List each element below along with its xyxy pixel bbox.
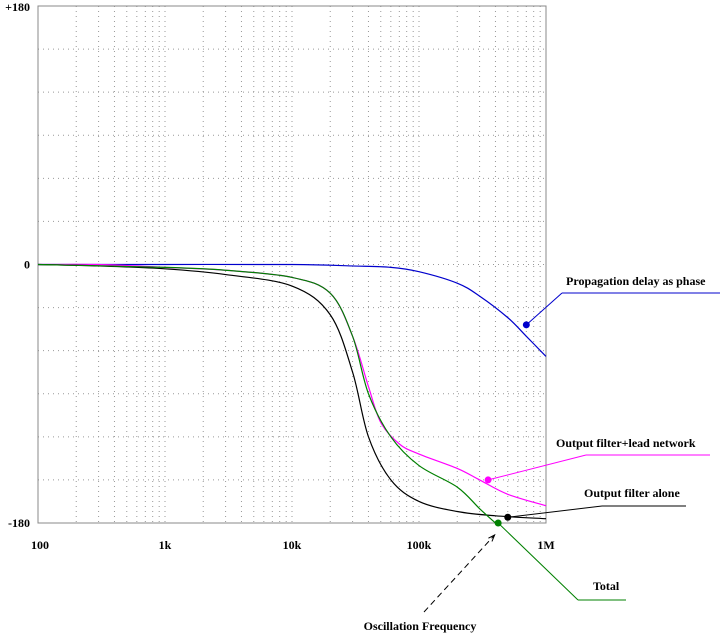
x-tick-labels: 100 1k 10k 100k 1M — [31, 538, 555, 552]
annotation-oscillation-frequency-label: Oscillation Frequency — [364, 619, 477, 633]
annotation-output-filter-alone-marker — [504, 513, 512, 521]
annotation-output-filter-lead-marker — [484, 476, 492, 484]
annotation-oscillation-frequency-arrowhead — [488, 533, 496, 542]
annotation-output-filter-alone-label: Output filter alone — [584, 486, 680, 500]
y-tick-label: -180 — [8, 516, 30, 530]
annotation-propagation-delay-leader — [525, 292, 563, 326]
y-tick-label: +180 — [5, 0, 30, 14]
series-line-output-filter-alone — [37, 263, 547, 520]
annotation-output-filter-lead-label: Output filter+lead network — [556, 436, 696, 450]
x-tick-label: 100k — [407, 538, 432, 552]
x-tick-label: 1k — [159, 538, 172, 552]
annotation-total-leader — [497, 522, 579, 601]
y-tick-labels: +180 0 -180 — [5, 0, 30, 530]
annotation-propagation-delay-marker — [522, 321, 530, 329]
y-tick-label: 0 — [24, 258, 30, 272]
x-tick-label: 1M — [537, 538, 554, 552]
annotation-total-marker — [494, 519, 502, 527]
series-group — [37, 263, 547, 524]
annotation-oscillation-frequency-arrow-line — [423, 534, 496, 613]
grid — [38, 6, 546, 523]
annotation-total-label: Total — [593, 579, 620, 593]
annotation-group: Propagation delay as phase Output filter+… — [364, 274, 720, 633]
annotation-output-filter-lead-leader — [487, 454, 587, 481]
series-line-total — [37, 263, 496, 524]
series-line-propagation-delay — [38, 263, 547, 357]
annotation-output-filter-alone-leader — [507, 505, 603, 518]
x-tick-label: 100 — [31, 538, 49, 552]
annotation-propagation-delay-label: Propagation delay as phase — [566, 274, 706, 288]
x-tick-label: 10k — [283, 538, 302, 552]
